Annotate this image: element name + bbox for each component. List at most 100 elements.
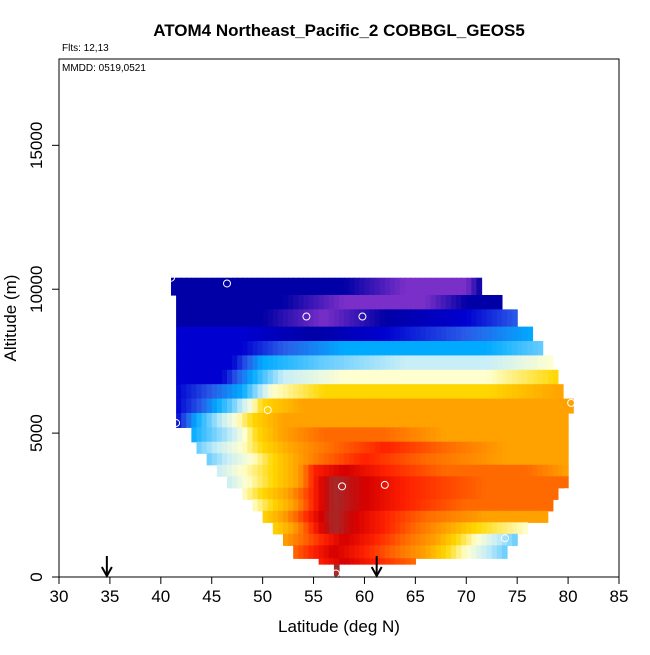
heatmap-cell bbox=[354, 510, 360, 523]
heatmap-cell bbox=[507, 326, 513, 342]
heatmap-cell bbox=[344, 427, 350, 443]
heatmap-cell bbox=[227, 412, 233, 428]
heatmap-cell bbox=[512, 487, 518, 500]
heatmap-cell bbox=[293, 355, 299, 371]
heatmap-cell bbox=[176, 309, 182, 328]
heatmap-cell bbox=[364, 427, 371, 443]
heatmap-cell bbox=[283, 499, 289, 512]
heatmap-cell bbox=[537, 398, 544, 414]
heatmap-cell bbox=[201, 441, 208, 454]
heatmap-cell bbox=[227, 384, 233, 400]
heatmap-cell bbox=[283, 510, 289, 523]
heatmap-cell bbox=[395, 309, 401, 328]
heatmap-cell bbox=[374, 510, 381, 523]
heatmap-cell bbox=[206, 326, 213, 342]
heatmap-cell bbox=[461, 522, 467, 535]
heatmap-cell bbox=[440, 499, 447, 512]
heatmap-cell bbox=[395, 522, 401, 535]
heatmap-cell bbox=[384, 427, 391, 443]
heatmap-cell bbox=[461, 412, 467, 428]
heatmap-cell bbox=[359, 510, 366, 523]
heatmap-cell bbox=[522, 441, 528, 454]
heatmap-cell bbox=[333, 369, 340, 385]
heatmap-cell bbox=[395, 533, 401, 546]
heatmap-cell bbox=[389, 369, 396, 385]
heatmap-cell bbox=[400, 277, 406, 296]
heatmap-cell bbox=[435, 384, 442, 400]
heatmap-cell bbox=[389, 558, 396, 565]
heatmap-cell bbox=[277, 309, 284, 328]
heatmap-cell bbox=[303, 277, 310, 296]
heatmap-cell bbox=[384, 277, 391, 296]
heatmap-cell bbox=[496, 441, 503, 454]
heatmap-cell bbox=[563, 441, 569, 454]
heatmap-cell bbox=[476, 341, 483, 357]
heatmap-cell bbox=[410, 309, 416, 328]
heatmap-cell bbox=[288, 398, 294, 414]
heatmap-cell bbox=[277, 277, 284, 296]
heatmap-cell bbox=[476, 499, 483, 512]
heatmap-cell bbox=[349, 464, 355, 477]
heatmap-cell bbox=[359, 355, 366, 371]
heatmap-cell bbox=[293, 545, 299, 559]
heatmap-cell bbox=[364, 476, 371, 489]
heatmap-cell bbox=[563, 476, 569, 489]
heatmap-cell bbox=[237, 369, 243, 385]
heatmap-cell bbox=[323, 412, 330, 428]
heatmap-cell bbox=[303, 369, 310, 385]
heatmap-cell bbox=[501, 453, 508, 466]
heatmap-cell bbox=[374, 533, 381, 546]
heatmap-cell bbox=[445, 441, 452, 454]
heatmap-cell bbox=[395, 277, 401, 296]
heatmap-cell bbox=[456, 277, 462, 296]
heatmap-cell bbox=[415, 522, 422, 535]
heatmap-cell bbox=[364, 441, 371, 454]
heatmap-cell bbox=[328, 384, 335, 400]
heatmap-cell bbox=[267, 341, 274, 357]
heatmap-cell bbox=[354, 277, 360, 296]
heatmap-cell bbox=[389, 487, 396, 500]
heatmap-cell bbox=[532, 453, 539, 466]
heatmap-cell bbox=[262, 464, 269, 477]
heatmap-cell bbox=[333, 277, 340, 296]
heatmap-cell bbox=[318, 369, 325, 385]
x-tick-label: 45 bbox=[202, 587, 221, 606]
heatmap-cell bbox=[227, 355, 233, 371]
heatmap-cell bbox=[293, 476, 299, 489]
heatmap-cell bbox=[196, 398, 203, 414]
heatmap-cell bbox=[527, 487, 534, 500]
heatmap-cell bbox=[389, 453, 396, 466]
heatmap-cell bbox=[389, 412, 396, 428]
heatmap-cell bbox=[359, 427, 366, 443]
heatmap-cell bbox=[461, 369, 467, 385]
heatmap-cell bbox=[507, 355, 513, 371]
heatmap-cell bbox=[410, 355, 416, 371]
heatmap-cell bbox=[333, 487, 340, 500]
heatmap-cell bbox=[486, 427, 493, 443]
heatmap-cell bbox=[471, 384, 478, 400]
heatmap-cell bbox=[405, 476, 411, 489]
heatmap-cell bbox=[232, 441, 238, 454]
heatmap-cell bbox=[288, 453, 294, 466]
heatmap-cell bbox=[557, 476, 564, 489]
heatmap-cell bbox=[501, 341, 508, 357]
heatmap-cell bbox=[288, 522, 294, 535]
heatmap-cell bbox=[456, 326, 462, 342]
heatmap-cell bbox=[527, 476, 534, 489]
heatmap-cell bbox=[415, 441, 422, 454]
y-tick-label: 15000 bbox=[27, 122, 46, 169]
heatmap-cell bbox=[415, 453, 422, 466]
heatmap-cell bbox=[451, 441, 457, 454]
heatmap-cell bbox=[267, 326, 274, 342]
heatmap-cell bbox=[211, 427, 218, 443]
heatmap-cell bbox=[400, 499, 406, 512]
heatmap-cell bbox=[186, 369, 192, 385]
heatmap-cell bbox=[552, 464, 559, 477]
heatmap-cell bbox=[542, 427, 549, 443]
x-axis: 30 35 40 45 50 55 60 65 70 75 80 85 bbox=[50, 576, 628, 606]
heatmap-cell bbox=[262, 355, 269, 371]
heatmap-cell bbox=[491, 487, 498, 500]
heatmap-cell bbox=[252, 369, 259, 385]
heatmap-cell bbox=[303, 464, 310, 477]
heatmap-cell bbox=[339, 476, 345, 489]
